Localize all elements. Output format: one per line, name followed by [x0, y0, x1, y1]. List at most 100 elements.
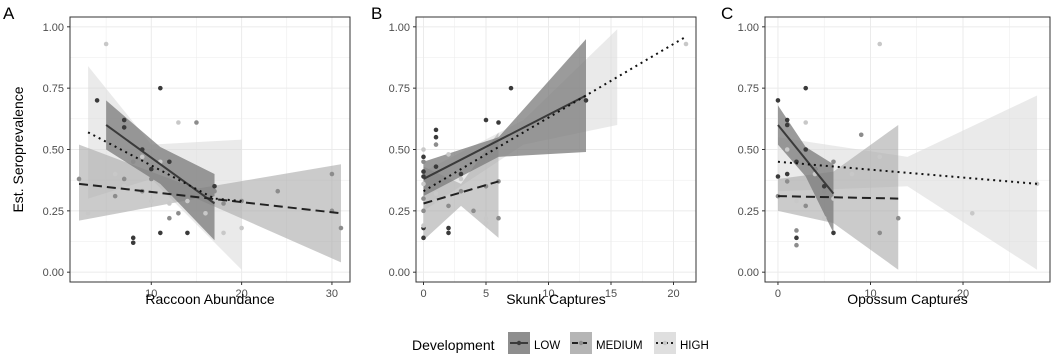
- data-point-high: [221, 230, 226, 236]
- data-point-medium: [458, 188, 464, 194]
- x-tick-label: 15: [605, 288, 617, 300]
- data-point-medium: [794, 228, 799, 233]
- y-tick-label: 0.00: [43, 267, 64, 279]
- legend-label-medium: MEDIUM: [596, 340, 643, 352]
- data-point-medium: [194, 120, 199, 125]
- legend: Development LOW MEDIUM HIGH: [412, 332, 709, 354]
- data-point-medium: [794, 242, 799, 248]
- data-point-low: [130, 235, 136, 241]
- y-tick-label: 0.25: [389, 206, 410, 218]
- ci-band-low: [777, 105, 834, 233]
- data-point-high: [112, 171, 118, 177]
- data-point-low: [496, 120, 501, 125]
- data-point-medium: [121, 176, 127, 182]
- data-point-high: [458, 176, 464, 182]
- data-point-low: [185, 230, 190, 236]
- x-tick-label: 30: [326, 288, 338, 300]
- data-point-low: [458, 171, 464, 177]
- data-point-low: [446, 230, 451, 236]
- fit-line-low: [777, 124, 835, 195]
- data-point-low: [483, 117, 489, 123]
- data-point-medium: [877, 230, 883, 236]
- data-point-high: [877, 154, 883, 160]
- data-point-high: [203, 210, 208, 216]
- data-point-low: [784, 117, 790, 123]
- data-point-low: [121, 125, 127, 130]
- data-point-medium: [148, 176, 154, 182]
- data-point-low: [446, 225, 451, 231]
- y-tick-label: 0.75: [738, 83, 759, 95]
- data-point-high: [185, 198, 190, 204]
- data-point-medium: [421, 159, 426, 165]
- data-point-medium: [858, 132, 864, 138]
- legend-label-low: LOW: [534, 340, 560, 352]
- x-axis-label: Raccoon Abundance: [145, 291, 274, 307]
- y-tick-label: 0.50: [43, 145, 64, 157]
- data-point-high: [1034, 181, 1040, 187]
- data-point-low: [784, 171, 790, 177]
- data-point-medium: [338, 225, 344, 231]
- data-point-medium: [130, 159, 136, 165]
- data-point-medium: [496, 215, 501, 221]
- data-point-high: [969, 210, 975, 216]
- y-tick-label: 0.75: [389, 83, 410, 95]
- panel-letter: C: [721, 4, 733, 23]
- data-point-medium: [433, 176, 439, 182]
- data-point-low: [784, 122, 790, 128]
- y-tick-label: 0.00: [389, 267, 410, 279]
- x-tick-label: 10: [145, 288, 157, 300]
- data-point-high: [433, 191, 439, 196]
- data-point-medium: [76, 176, 82, 182]
- y-tick-label: 1.00: [389, 22, 410, 34]
- legend-point-high: [662, 340, 668, 346]
- x-tick-label: 20: [667, 288, 679, 300]
- data-point-low: [775, 174, 781, 179]
- data-point-low: [167, 159, 172, 165]
- data-point-high: [446, 152, 451, 157]
- data-point-high: [85, 210, 91, 216]
- data-point-low: [831, 230, 836, 236]
- data-point-low: [130, 240, 136, 246]
- data-point-high: [421, 181, 426, 187]
- data-point-medium: [167, 215, 172, 221]
- panel-b: 0.00 0.25 0.50 0.75 1.00 0 5 10 15 20 Skunk Captur…: [371, 4, 697, 307]
- data-point-medium: [446, 203, 451, 209]
- x-tick-label: 10: [542, 288, 554, 300]
- data-point-medium: [471, 208, 476, 214]
- data-point-high: [483, 220, 489, 226]
- data-point-low: [121, 117, 127, 123]
- ci-band-low: [106, 100, 215, 241]
- y-tick-label: 0.50: [738, 145, 759, 157]
- data-point-medium: [831, 159, 836, 165]
- data-point-medium: [176, 210, 181, 216]
- data-point-low: [803, 85, 809, 91]
- legend-label-high: HIGH: [680, 340, 709, 352]
- data-point-low: [158, 85, 163, 91]
- data-point-high: [167, 201, 172, 206]
- data-point-high: [877, 41, 883, 47]
- data-point-low: [421, 169, 426, 174]
- data-point-high: [239, 225, 244, 231]
- legend-point-medium: [578, 340, 584, 346]
- y-tick-label: 1.00: [43, 22, 64, 34]
- fit-line-low: [105, 124, 216, 205]
- y-tick-label: 0.25: [43, 206, 64, 218]
- legend-point-low: [516, 340, 522, 346]
- data-point-medium: [112, 193, 118, 199]
- data-point-high: [103, 41, 109, 47]
- panel-a: 0.00 0.25 0.50 0.75 1.00 10 20 30 Raccoon Abunda…: [3, 4, 351, 307]
- y-axis-label: Est. Seroprevalence: [10, 86, 26, 212]
- data-point-low: [148, 166, 154, 172]
- data-point-high: [849, 171, 855, 177]
- data-point-high: [803, 120, 809, 125]
- y-tick-label: 0.25: [738, 206, 759, 218]
- data-point-low: [508, 85, 514, 91]
- x-tick-label: 0: [420, 288, 426, 300]
- y-tick-label: 0.00: [738, 267, 759, 279]
- fit-line-high: [422, 35, 687, 193]
- x-tick-label: 20: [957, 288, 969, 300]
- data-point-high: [683, 41, 689, 47]
- data-point-medium: [433, 142, 439, 147]
- panel-letter: A: [3, 4, 15, 23]
